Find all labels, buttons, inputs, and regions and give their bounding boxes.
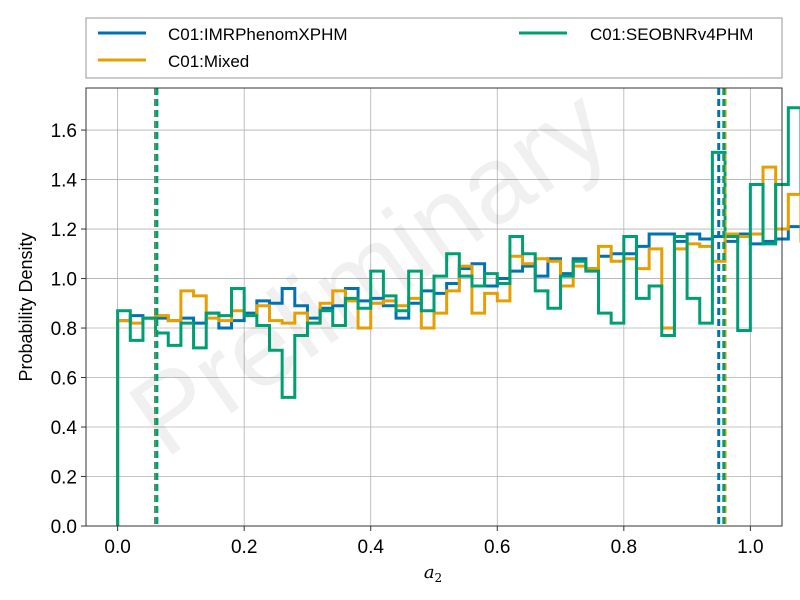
legend-label-imrphenomxphm: C01:IMRPhenomXPHM [168, 25, 348, 44]
x-axis-label: a2 [424, 562, 442, 585]
y-tick-label: 1.0 [51, 270, 77, 291]
y-tick-label: 1.6 [51, 121, 77, 142]
legend-label-seobnrv4phm: C01:SEOBNRv4PHM [590, 25, 753, 44]
x-tick-label: 0.4 [358, 537, 385, 558]
x-tick-label: 1.0 [737, 537, 763, 558]
y-tick-label: 0.6 [51, 369, 77, 390]
legend-label-mixed: C01:Mixed [168, 52, 249, 71]
x-axis-label-sub: 2 [435, 571, 443, 585]
y-tick-label: 0.8 [51, 319, 77, 340]
x-tick-label: 0.0 [104, 537, 130, 558]
x-axis-ticks: 0.0 0.2 0.4 0.6 0.8 1.0 [104, 526, 763, 558]
y-tick-label: 0.2 [51, 468, 77, 489]
y-tick-label: 0.0 [51, 517, 77, 538]
legend: C01:IMRPhenomXPHM C01:Mixed C01:SEOBNRv4… [86, 18, 782, 78]
x-tick-label: 0.2 [231, 537, 257, 558]
x-tick-label: 0.8 [611, 537, 637, 558]
y-tick-label: 1.2 [51, 220, 77, 241]
y-tick-label: 0.4 [51, 418, 78, 439]
x-tick-label: 0.6 [484, 537, 510, 558]
y-axis-ticks: 0.0 0.2 0.4 0.6 0.8 1.0 1.2 1.4 1.6 [51, 121, 86, 538]
y-axis-label: Probability Density [16, 232, 36, 381]
x-axis-label-base: a [424, 562, 435, 583]
y-tick-label: 1.4 [51, 171, 78, 192]
